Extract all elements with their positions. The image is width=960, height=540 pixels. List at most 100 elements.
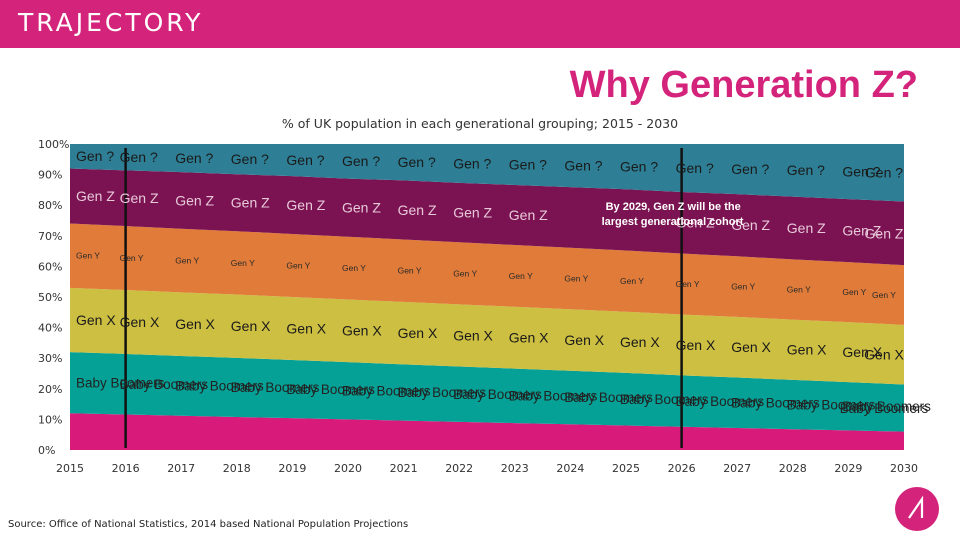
generation-label: Gen ?: [286, 152, 324, 168]
generation-label: Gen Y: [175, 256, 199, 266]
generation-label: Gen ?: [509, 156, 547, 172]
trajectory-a-icon: [908, 495, 924, 519]
generation-label: Baby Boomers: [676, 394, 765, 409]
generation-label: Gen X: [731, 339, 771, 355]
generation-label: Gen Z: [787, 220, 826, 236]
generation-label: Gen Z: [398, 202, 437, 218]
generation-label: Baby Boomers: [787, 397, 876, 412]
generation-label: Gen ?: [865, 165, 903, 181]
generation-label: Baby Boomers: [76, 375, 165, 390]
x-tick-label: 2029: [834, 462, 862, 475]
generation-label: Gen Z: [842, 222, 881, 238]
generation-label: Gen ?: [120, 149, 158, 165]
x-tick-label: 2024: [556, 462, 584, 475]
generation-label: Gen Y: [564, 273, 588, 283]
generation-label: Baby Boomers: [175, 379, 264, 394]
annotation-line-1: By 2029, Gen Z will be the: [606, 201, 741, 213]
x-tick-label: 2017: [167, 462, 195, 475]
y-tick-label: 0%: [38, 444, 55, 457]
page-title: Why Generation Z?: [569, 64, 918, 106]
area-silent: [70, 413, 904, 450]
generation-label: Baby Boomers: [731, 395, 820, 410]
generation-label: Gen X: [286, 320, 326, 336]
x-tick-label: 2022: [445, 462, 473, 475]
x-tick-label: 2019: [278, 462, 306, 475]
generation-label: Gen Z: [509, 207, 548, 223]
y-tick-label: 80%: [38, 199, 62, 212]
x-tick-label: 2018: [223, 462, 251, 475]
generation-label: Gen Z: [865, 225, 904, 241]
generation-label: Gen X: [453, 327, 493, 343]
generation-label: Baby Boomers: [840, 401, 929, 416]
x-tick-label: 2027: [723, 462, 751, 475]
y-tick-label: 100%: [38, 138, 69, 151]
generation-label: Gen Y: [676, 279, 700, 289]
generation-label: Gen ?: [676, 160, 714, 176]
generation-label: Gen X: [676, 337, 716, 353]
generation-label: Gen X: [509, 330, 549, 346]
x-tick-label: 2026: [668, 462, 696, 475]
generation-label: Gen Z: [175, 192, 214, 208]
generation-label: Gen Y: [231, 258, 255, 268]
generation-label: Baby Boomers: [231, 380, 320, 395]
generation-label: Gen Y: [76, 251, 100, 261]
trajectory-badge: [895, 487, 939, 531]
y-tick-label: 90%: [38, 169, 62, 182]
generation-label: Gen Z: [231, 195, 270, 211]
x-tick-label: 2015: [56, 462, 84, 475]
source-note: Source: Office of National Statistics, 2…: [8, 519, 409, 530]
generation-label: Gen X: [76, 312, 116, 328]
y-tick-label: 70%: [38, 230, 62, 243]
x-tick-label: 2025: [612, 462, 640, 475]
generation-label: Baby Boomers: [453, 387, 542, 402]
generation-label: Gen X: [398, 325, 438, 341]
annotation-line-2: largest generational cohort: [602, 216, 744, 228]
generation-label: Gen ?: [453, 155, 491, 171]
x-tick-label: 2028: [779, 462, 807, 475]
generation-label: Gen X: [175, 316, 215, 332]
y-tick-label: 20%: [38, 383, 62, 396]
area-gen-y: [70, 223, 904, 325]
x-tick-label: 2023: [501, 462, 529, 475]
y-tick-label: 40%: [38, 322, 62, 335]
generation-label: Gen Y: [872, 290, 896, 300]
area-gen-x: [70, 287, 904, 385]
generation-label: Baby Boomers: [286, 382, 375, 397]
x-tick-label: 2020: [334, 462, 362, 475]
generation-label: Gen Z: [453, 204, 492, 220]
generation-label: Baby Boomers: [398, 385, 487, 400]
generation-label: Gen Y: [731, 282, 755, 292]
generation-label: Gen ?: [342, 153, 380, 169]
generation-label: Baby Boomers: [342, 384, 431, 399]
y-tick-label: 10%: [38, 413, 62, 426]
generation-label: Baby Boomers: [120, 377, 209, 392]
generation-label: Gen Z: [286, 197, 325, 213]
generation-label: Gen Z: [731, 217, 770, 233]
generation-label: Gen ?: [564, 157, 602, 173]
generation-label: Gen Y: [453, 268, 477, 278]
generation-label: Gen ?: [398, 154, 436, 170]
generation-label: Gen X: [787, 342, 827, 358]
generation-label: Baby Boomers: [620, 392, 709, 407]
y-tick-label: 30%: [38, 352, 62, 365]
generation-label: Gen Z: [342, 200, 381, 216]
generation-label: Gen Y: [398, 266, 422, 276]
generation-label: Gen ?: [731, 161, 769, 177]
generation-label: Gen X: [842, 344, 882, 360]
generation-label: Baby Boomers: [842, 399, 931, 414]
x-tick-label: 2016: [112, 462, 140, 475]
generation-label: Gen X: [620, 334, 660, 350]
trajectory-logo: TRAJECTORY: [18, 8, 204, 37]
generation-label: Gen Y: [342, 263, 366, 273]
generation-label: Gen ?: [620, 159, 658, 175]
generation-label: Baby Boomers: [564, 390, 653, 405]
generation-label: Gen Y: [620, 276, 644, 286]
area-gen-z: [70, 168, 904, 266]
generation-label: Gen Z: [676, 215, 715, 231]
generation-label: Baby Boomers: [509, 389, 598, 404]
generation-label: Gen ?: [842, 163, 880, 179]
generation-label: Gen Y: [842, 287, 866, 297]
y-tick-label: 60%: [38, 260, 62, 273]
generation-label: Gen Y: [286, 260, 310, 270]
